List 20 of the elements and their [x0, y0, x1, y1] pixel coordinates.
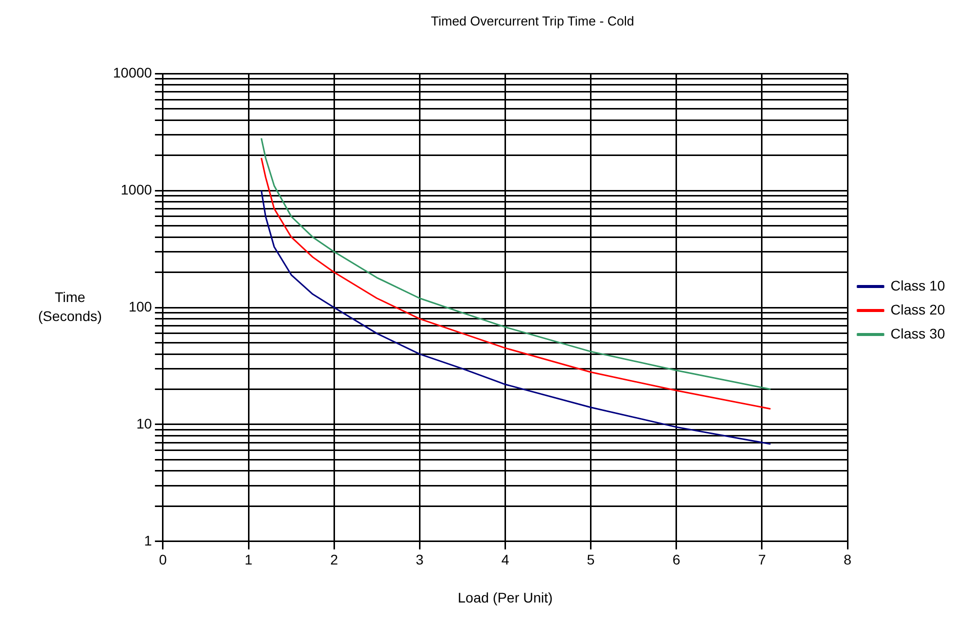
y-tick-label: 10: [136, 415, 152, 432]
x-tick-label: 4: [501, 552, 510, 568]
legend-label: Class 10: [890, 277, 946, 294]
x-tick-label: 2: [330, 552, 338, 568]
x-tick-label: 0: [159, 552, 168, 568]
legend-label: Class 30: [890, 325, 946, 342]
legend-label: Class 20: [890, 301, 946, 318]
x-tick-label: 6: [672, 552, 680, 568]
y-tick-label: 1: [144, 532, 152, 548]
x-tick-label: 1: [244, 552, 253, 568]
y-tick-label: 100: [128, 298, 152, 314]
x-axis-title: Load (Per Unit): [458, 589, 553, 606]
x-tick-label: 8: [844, 552, 852, 568]
y-axis-title: Time (Seconds): [37, 288, 103, 326]
x-tick-label: 5: [586, 552, 595, 568]
x-tick-label: 7: [758, 552, 766, 568]
y-tick-label: 1000: [120, 181, 152, 198]
y-tick-label: 10000: [112, 64, 152, 80]
x-tick-label: 3: [416, 552, 424, 568]
chart-title: Timed Overcurrent Trip Time - Cold: [430, 13, 634, 28]
